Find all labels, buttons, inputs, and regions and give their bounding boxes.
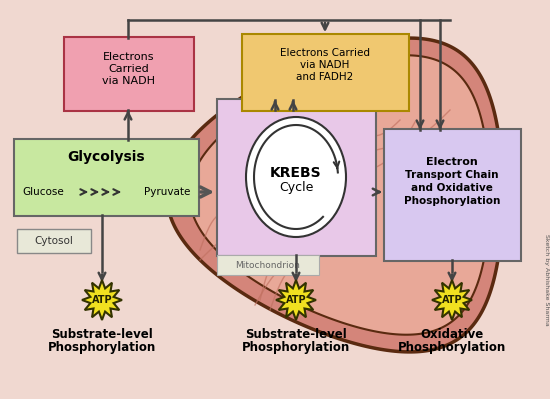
FancyBboxPatch shape — [17, 229, 91, 253]
FancyBboxPatch shape — [217, 99, 376, 256]
Text: Glycolysis: Glycolysis — [67, 150, 145, 164]
Text: Electron: Electron — [426, 157, 478, 167]
Text: Phosphorylation: Phosphorylation — [404, 196, 500, 206]
Polygon shape — [276, 280, 316, 320]
Text: Transport Chain: Transport Chain — [405, 170, 499, 180]
Text: Sketch by Abhishake Sharma: Sketch by Abhishake Sharma — [544, 234, 549, 326]
Text: Substrate-level: Substrate-level — [245, 328, 347, 342]
Text: Pyruvate: Pyruvate — [144, 187, 190, 197]
Text: via NADH: via NADH — [300, 60, 350, 70]
Text: ATP: ATP — [92, 295, 112, 305]
Text: Phosphorylation: Phosphorylation — [242, 342, 350, 354]
Polygon shape — [167, 38, 503, 352]
Text: KREBS: KREBS — [270, 166, 322, 180]
Polygon shape — [82, 280, 122, 320]
Text: Electrons: Electrons — [103, 52, 155, 62]
Text: Glucose: Glucose — [22, 187, 64, 197]
Text: Carried: Carried — [109, 64, 150, 74]
FancyBboxPatch shape — [14, 139, 199, 216]
Text: Phosphorylation: Phosphorylation — [398, 342, 506, 354]
Polygon shape — [432, 280, 472, 320]
Text: via NADH: via NADH — [102, 76, 156, 86]
Text: and Oxidative: and Oxidative — [411, 183, 493, 193]
Text: ATP: ATP — [442, 295, 463, 305]
Text: Substrate-level: Substrate-level — [51, 328, 153, 342]
Ellipse shape — [246, 117, 346, 237]
Text: Cycle: Cycle — [279, 182, 313, 194]
Polygon shape — [190, 55, 490, 335]
Text: Electrons Carried: Electrons Carried — [280, 48, 370, 58]
FancyBboxPatch shape — [384, 129, 521, 261]
FancyBboxPatch shape — [64, 37, 194, 111]
FancyBboxPatch shape — [242, 34, 409, 111]
FancyBboxPatch shape — [217, 255, 319, 275]
Text: ATP: ATP — [285, 295, 306, 305]
Text: Oxidative: Oxidative — [420, 328, 483, 342]
Text: and FADH2: and FADH2 — [296, 72, 354, 82]
Text: Cytosol: Cytosol — [35, 236, 74, 246]
Text: Mitochondrion: Mitochondrion — [235, 261, 300, 269]
Text: Phosphorylation: Phosphorylation — [48, 342, 156, 354]
